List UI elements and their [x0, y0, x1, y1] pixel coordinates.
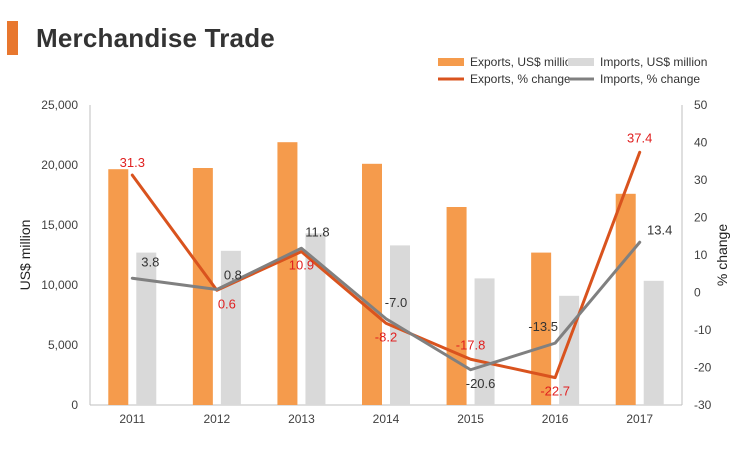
- y-tick-label: 20,000: [41, 158, 78, 172]
- imports-bar: [220, 250, 241, 405]
- exports-bar: [277, 142, 298, 405]
- exports-bar: [615, 193, 636, 405]
- imports-change-label: -13.5: [528, 319, 558, 334]
- x-tick-label: 2011: [119, 412, 145, 426]
- imports-change-label: 0.8: [224, 268, 242, 283]
- imports-bar: [390, 245, 410, 405]
- exports-bar: [108, 169, 129, 405]
- imports-change-label: 11.8: [305, 224, 329, 239]
- y-tick-label: 0: [71, 398, 78, 412]
- y-axis-title: US$ million: [17, 220, 33, 291]
- y2-tick-label: 40: [694, 136, 708, 150]
- exports-change-label: 31.3: [120, 155, 145, 170]
- exports-change-label: -17.8: [456, 337, 486, 352]
- x-tick-label: 2016: [542, 412, 569, 426]
- y2-tick-label: 20: [694, 211, 708, 225]
- y2-tick-label: -20: [694, 361, 712, 375]
- y2-tick-label: 10: [694, 248, 708, 262]
- exports-change-label: 10.9: [289, 258, 314, 273]
- imports-change-label: 13.4: [647, 222, 672, 237]
- imports-change-label: -7.0: [385, 295, 407, 310]
- x-tick-label: 2014: [373, 412, 400, 426]
- legend-label: Imports, US$ million: [600, 55, 707, 69]
- imports-bar: [305, 233, 326, 405]
- imports-change-line: [130, 240, 642, 372]
- y2-tick-label: 0: [694, 286, 701, 300]
- y2-axis-title: % change: [714, 224, 730, 286]
- imports-bar: [136, 252, 157, 405]
- imports-change-label: 3.8: [141, 254, 159, 269]
- exports-change-label: 0.6: [218, 296, 236, 311]
- x-tick-label: 2015: [457, 412, 484, 426]
- legend-swatch: [568, 58, 594, 66]
- x-tick-label: 2012: [204, 412, 231, 426]
- legend-label: Exports, US$ million: [470, 55, 578, 69]
- exports-bar: [446, 207, 467, 405]
- y2-tick-label: 30: [694, 173, 708, 187]
- y-tick-label: 10,000: [41, 278, 78, 292]
- title-bar: Merchandise Trade: [0, 10, 739, 55]
- x-tick-label: 2013: [288, 412, 315, 426]
- title-accent-bar: [7, 21, 18, 55]
- y2-tick-label: -10: [694, 323, 712, 337]
- y-tick-label: 5,000: [48, 338, 78, 352]
- imports-change-label: -20.6: [466, 376, 496, 391]
- legend-swatch: [438, 58, 464, 66]
- imports-bar: [474, 278, 495, 405]
- x-tick-label: 2017: [626, 412, 653, 426]
- y2-tick-label: 50: [694, 98, 708, 112]
- exports-change-label: -8.2: [375, 329, 397, 344]
- exports-bar: [531, 252, 552, 405]
- legend-label: Exports, % change: [470, 72, 571, 86]
- y2-tick-label: -30: [694, 398, 712, 412]
- legend-label: Imports, % change: [600, 72, 700, 86]
- imports-bar: [643, 280, 664, 405]
- page-title: Merchandise Trade: [36, 23, 275, 53]
- y-tick-label: 15,000: [41, 218, 78, 232]
- exports-change-label: -22.7: [540, 384, 570, 399]
- exports-change-label: 37.4: [627, 130, 652, 145]
- y-tick-label: 25,000: [41, 98, 78, 112]
- exports-bar: [362, 163, 382, 405]
